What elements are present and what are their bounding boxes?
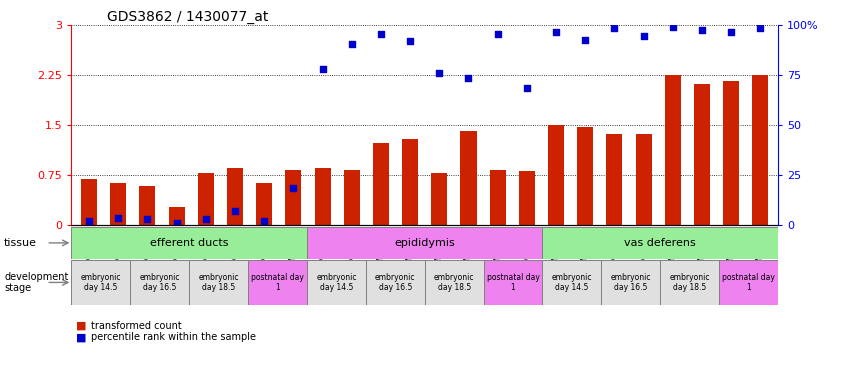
Bar	[248, 260, 307, 305]
Bar	[71, 260, 130, 305]
Point	[345, 41, 358, 47]
Text: embryonic
day 16.5: embryonic day 16.5	[375, 273, 415, 292]
Point	[170, 220, 183, 226]
Bar	[373, 144, 389, 225]
Bar	[81, 179, 97, 225]
Bar	[548, 125, 564, 225]
Bar	[315, 168, 331, 225]
Bar	[140, 186, 156, 225]
Text: ■: ■	[76, 321, 86, 331]
Bar	[664, 75, 681, 225]
Bar	[431, 173, 447, 225]
Bar	[71, 227, 307, 259]
Text: embryonic
day 16.5: embryonic day 16.5	[611, 273, 651, 292]
Point	[404, 38, 417, 44]
Text: embryonic
day 18.5: embryonic day 18.5	[669, 273, 710, 292]
Text: postnatal day
1: postnatal day 1	[722, 273, 775, 292]
Text: embryonic
day 14.5: embryonic day 14.5	[316, 273, 357, 292]
Bar	[577, 127, 593, 225]
Point	[112, 215, 125, 221]
Text: vas deferens: vas deferens	[624, 238, 696, 248]
Text: efferent ducts: efferent ducts	[150, 238, 229, 248]
Bar	[694, 84, 710, 225]
Bar	[484, 260, 542, 305]
Bar	[606, 134, 622, 225]
Text: embryonic
day 14.5: embryonic day 14.5	[552, 273, 592, 292]
Bar	[425, 260, 484, 305]
Bar	[257, 183, 272, 225]
Bar	[227, 168, 243, 225]
Point	[140, 216, 154, 222]
Bar	[542, 260, 601, 305]
Bar	[489, 170, 505, 225]
Bar	[366, 260, 425, 305]
Bar	[130, 260, 189, 305]
Bar	[461, 131, 477, 225]
Bar	[719, 260, 778, 305]
Point	[432, 70, 446, 76]
Text: transformed count: transformed count	[91, 321, 182, 331]
Bar	[660, 260, 719, 305]
Bar	[168, 207, 185, 225]
Bar	[285, 170, 301, 225]
Bar	[307, 260, 366, 305]
Point	[696, 27, 709, 33]
Bar	[601, 260, 660, 305]
Bar	[307, 227, 542, 259]
Bar	[636, 134, 652, 225]
Text: GDS3862 / 1430077_at: GDS3862 / 1430077_at	[107, 10, 268, 24]
Text: embryonic
day 18.5: embryonic day 18.5	[198, 273, 239, 292]
Text: tissue: tissue	[4, 238, 37, 248]
Point	[666, 24, 680, 30]
Point	[374, 31, 388, 37]
Point	[549, 28, 563, 35]
Text: postnatal day
1: postnatal day 1	[251, 273, 304, 292]
Point	[82, 218, 96, 224]
Text: percentile rank within the sample: percentile rank within the sample	[91, 332, 256, 342]
Text: embryonic
day 16.5: embryonic day 16.5	[140, 273, 180, 292]
Point	[491, 31, 505, 37]
Point	[579, 37, 592, 43]
Text: ■: ■	[76, 332, 86, 342]
Point	[228, 208, 241, 214]
Point	[287, 185, 300, 191]
Bar	[723, 81, 739, 225]
Bar	[542, 227, 778, 259]
Text: postnatal day
1: postnatal day 1	[487, 273, 539, 292]
Bar	[110, 183, 126, 225]
Bar	[402, 139, 418, 225]
Bar	[189, 260, 248, 305]
Bar	[344, 170, 360, 225]
Point	[257, 218, 271, 224]
Text: epididymis: epididymis	[394, 238, 455, 248]
Point	[520, 84, 533, 91]
Point	[724, 28, 738, 35]
Point	[608, 25, 621, 31]
Point	[637, 33, 650, 39]
Bar	[753, 75, 769, 225]
Point	[462, 75, 475, 81]
Point	[754, 25, 767, 31]
Bar	[198, 173, 214, 225]
Point	[199, 216, 213, 222]
Point	[316, 66, 330, 72]
Text: embryonic
day 18.5: embryonic day 18.5	[434, 273, 474, 292]
Text: embryonic
day 14.5: embryonic day 14.5	[81, 273, 121, 292]
Text: development
stage: development stage	[4, 271, 69, 293]
Bar	[519, 171, 535, 225]
